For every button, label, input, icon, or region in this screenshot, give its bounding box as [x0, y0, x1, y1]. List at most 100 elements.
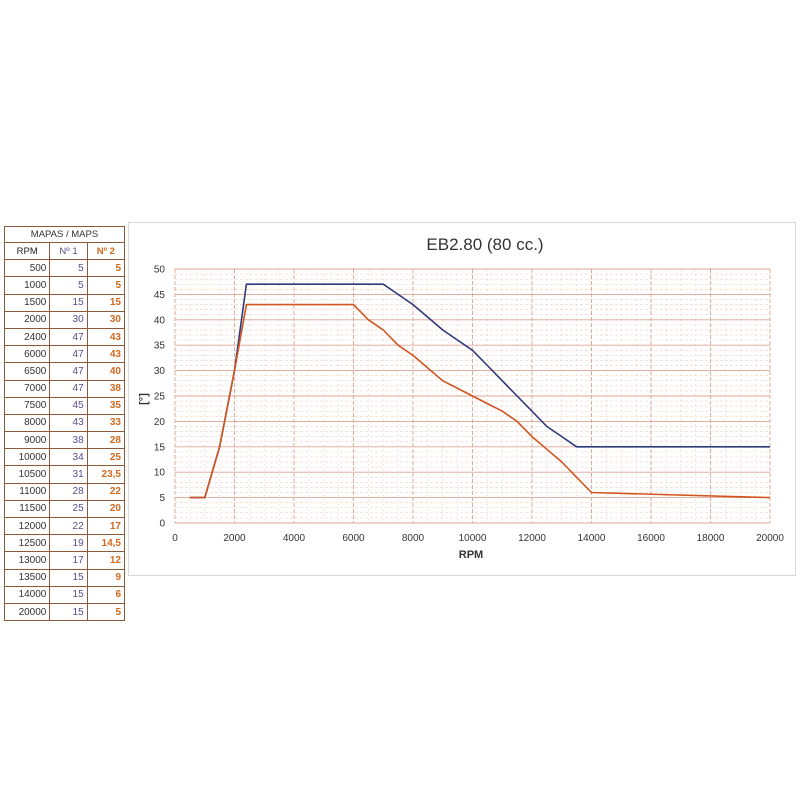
cell-map1: 38: [49, 431, 88, 450]
y-tick-label: 15: [154, 442, 166, 453]
cell-rpm: 9000: [3, 431, 51, 450]
cell-map2: 9: [86, 568, 126, 587]
cell-rpm: 12500: [3, 534, 51, 553]
cell-rpm: 1500: [3, 293, 51, 312]
cell-map1: 28: [49, 482, 88, 501]
cell-map2: 43: [86, 327, 126, 347]
cell-map2: 5: [86, 276, 126, 295]
cell-map1: 17: [49, 551, 88, 570]
cell-rpm: 14000: [3, 585, 51, 604]
y-axis-label: [°]: [138, 393, 150, 405]
cell-rpm: 6000: [3, 345, 51, 364]
cell-map2: 12: [86, 551, 126, 570]
table-row: 9000 38 28: [3, 431, 126, 450]
cell-rpm: 2000: [3, 310, 51, 329]
table-row: 7500 45 35: [3, 396, 126, 415]
cell-map1: 47: [49, 362, 88, 381]
cell-map1: 5: [49, 259, 88, 278]
series-layer: [189, 283, 771, 499]
y-tick-label: 50: [154, 265, 166, 276]
cell-rpm: 500: [3, 259, 51, 278]
cell-map1: 15: [49, 568, 88, 587]
table-row: 2400 47 43: [3, 327, 126, 347]
cell-map2: 20: [86, 499, 126, 519]
y-tick-label: 0: [159, 519, 165, 530]
table-row: 10000 34 25: [3, 448, 126, 467]
table-row: 13500 15 9: [3, 568, 126, 587]
x-tick-label: 12000: [518, 533, 546, 544]
header-map1: Nº 1: [49, 241, 88, 261]
cell-map2: 22: [86, 482, 126, 501]
table-row: 8000 43 33: [3, 413, 126, 433]
cell-map2: 15: [86, 293, 126, 312]
y-tick-label: 40: [154, 315, 166, 326]
table-row: 11500 25 20: [3, 499, 126, 519]
cell-map2: 17: [86, 516, 126, 536]
cell-map1: 34: [49, 448, 88, 467]
x-tick-label: 8000: [402, 533, 425, 544]
cell-map2: 30: [86, 310, 126, 329]
y-tick-label: 30: [154, 366, 166, 377]
cell-map2: 25: [86, 448, 126, 467]
maps-table: MAPAS / MAPS RPM Nº 1 Nº 2 500 5 5 1000 5 5 15…: [3, 226, 126, 622]
table-row: 12500 19 14,5: [3, 534, 126, 553]
cell-map2: 14,5: [86, 534, 126, 553]
cell-rpm: 10000: [3, 448, 51, 467]
table-row: 7000 47 38: [3, 379, 126, 398]
chart-svg: 0 2000 4000 6000 8000 10000 12000 14000 16000 180…: [138, 235, 784, 561]
table-row: 1500 15 15: [3, 293, 126, 312]
cell-map1: 30: [49, 310, 88, 329]
cell-map2: 38: [86, 379, 126, 398]
cell-rpm: 11000: [3, 482, 51, 501]
x-tick-label: 18000: [697, 533, 725, 544]
table-title: MAPAS / MAPS: [4, 226, 125, 243]
chart-panel: 0 2000 4000 6000 8000 10000 12000 14000 16000 180…: [128, 222, 796, 576]
x-tick-label: 16000: [637, 533, 665, 544]
cell-rpm: 8000: [3, 413, 51, 433]
table-row: 20000 15 5: [3, 602, 126, 622]
series-line-map2: [189, 303, 771, 499]
table-row: 500 5 5: [3, 259, 126, 278]
cell-map2: 23,5: [86, 465, 126, 484]
x-tick-label: 6000: [342, 533, 365, 544]
table-row: 12000 22 17: [3, 516, 126, 536]
cell-rpm: 11500: [3, 499, 51, 519]
cell-map1: 47: [49, 345, 88, 364]
cell-map1: 15: [49, 585, 88, 604]
cell-map2: 5: [86, 259, 126, 278]
cell-rpm: 13500: [3, 568, 51, 587]
x-tick-label: 0: [172, 533, 178, 544]
y-tick-label: 5: [159, 493, 165, 504]
x-tick-label: 4000: [283, 533, 306, 544]
cell-rpm: 1000: [3, 276, 51, 295]
x-ticks: 0 2000 4000 6000 8000 10000 12000 14000 16000 180…: [172, 533, 784, 544]
grid: [174, 268, 771, 524]
table-row: 6500 47 40: [3, 362, 126, 381]
series-line-map1: [189, 283, 770, 499]
x-axis-label: RPM: [459, 549, 483, 561]
x-tick-label: 2000: [223, 533, 246, 544]
cell-map2: 33: [86, 413, 126, 433]
x-tick-label: 20000: [756, 533, 784, 544]
cell-rpm: 10500: [3, 465, 51, 484]
table-row: 13000 17 12: [3, 551, 126, 570]
table-row: 14000 15 6: [3, 585, 126, 604]
x-tick-label: 14000: [578, 533, 606, 544]
y-tick-label: 20: [154, 417, 166, 428]
table-row: 2000 30 30: [3, 310, 126, 329]
cell-map1: 25: [49, 499, 88, 519]
x-tick-label: 10000: [459, 533, 487, 544]
cell-map1: 31: [49, 465, 88, 484]
cell-map1: 47: [49, 327, 88, 347]
cell-map2: 35: [86, 396, 126, 415]
cell-rpm: 20000: [3, 602, 51, 622]
cell-map1: 5: [49, 276, 88, 295]
cell-rpm: 13000: [3, 551, 51, 570]
cell-map1: 47: [49, 379, 88, 398]
cell-map1: 19: [49, 534, 88, 553]
cell-rpm: 6500: [3, 362, 51, 381]
cell-map1: 43: [49, 413, 88, 433]
cell-map1: 22: [49, 516, 88, 536]
y-tick-label: 10: [154, 468, 166, 479]
cell-rpm: 7000: [3, 379, 51, 398]
